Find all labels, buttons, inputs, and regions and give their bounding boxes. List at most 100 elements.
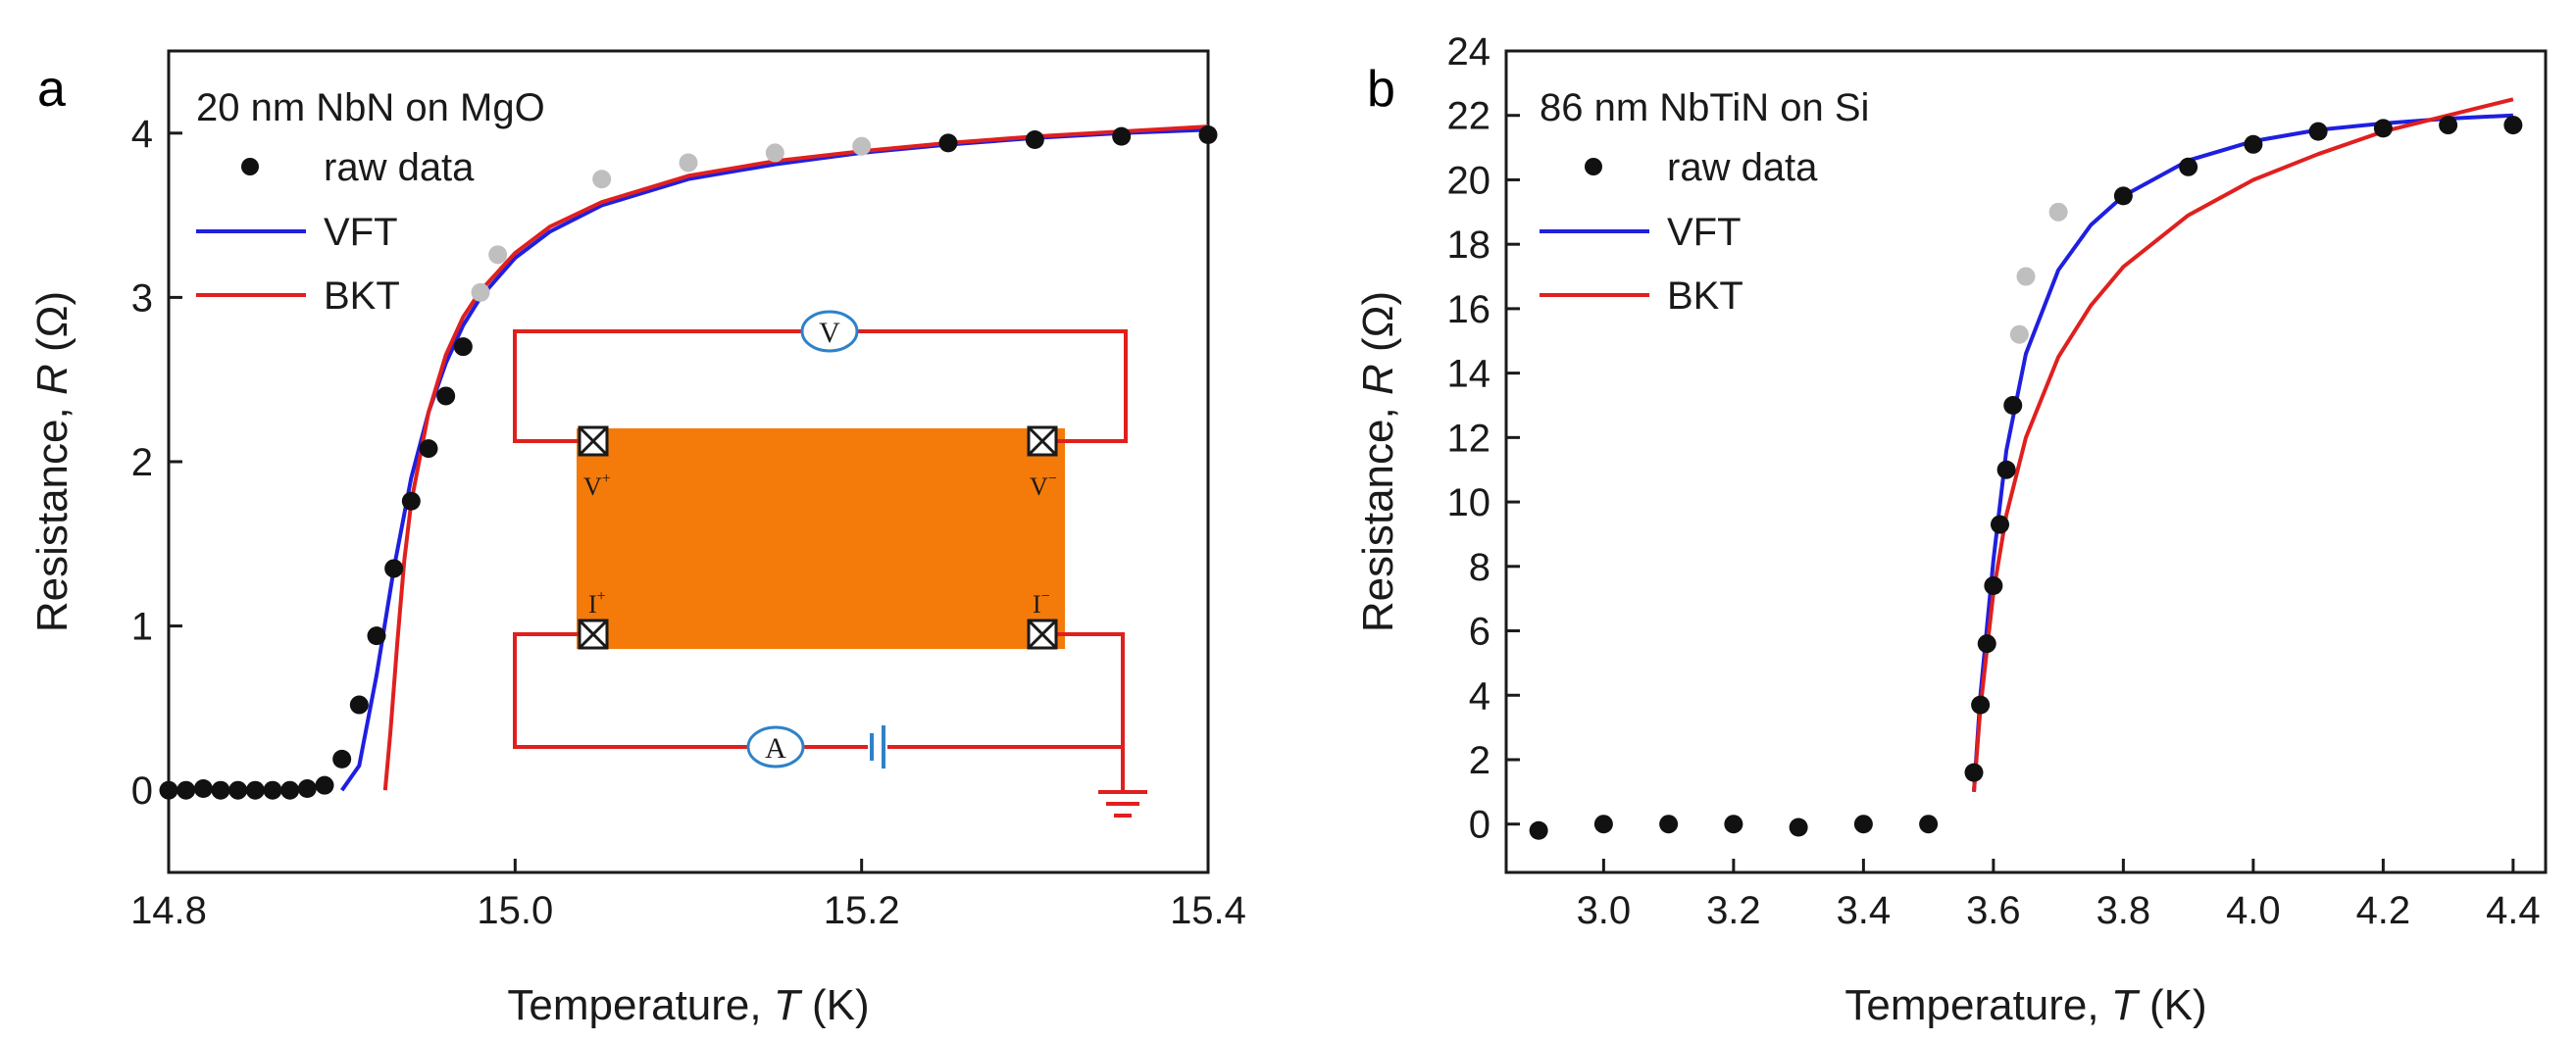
panel-a-legend-title: 20 nm NbN on MgO [196, 86, 545, 129]
contact-pad-icon [578, 425, 609, 457]
raw-data-point [1991, 515, 2009, 534]
panel-b-legend-label-raw: raw data [1667, 146, 1818, 189]
raw-data-point [2113, 186, 2133, 206]
y-tick-label: 0 [131, 769, 153, 813]
excluded-data-point [488, 245, 508, 265]
raw-data-point [2308, 122, 2328, 141]
x-tick-label: 3.0 [1577, 889, 1632, 932]
y-tick-label: 8 [1469, 546, 1490, 589]
raw-data-point [384, 559, 404, 578]
y-tick-label: 4 [131, 113, 153, 156]
current-wire-left [513, 632, 748, 749]
panel-a-legend-marker-raw [241, 158, 259, 175]
raw-data-point [263, 780, 282, 800]
excluded-data-point [2009, 324, 2029, 344]
excluded-data-point [765, 143, 784, 163]
panel-b: b 3.0 3.2 3.4 3.6 3.8 4.0 4.2 4.402468101214161… [1354, 30, 2548, 1029]
x-tick-label: 4.0 [2226, 889, 2281, 932]
raw-data-point [367, 626, 386, 646]
raw-data-point [2373, 119, 2393, 138]
panel-b-legend-label-vft: VFT [1667, 211, 1742, 254]
y-tick-label: 6 [1469, 611, 1490, 654]
y-tick-label: 3 [131, 276, 153, 320]
raw-data-point [159, 780, 178, 800]
raw-data-point [2179, 157, 2198, 176]
raw-data-point [245, 780, 265, 800]
x-tick-label: 14.8 [130, 889, 207, 932]
y-tick-label: 22 [1447, 95, 1491, 138]
voltage-wire-left [513, 329, 802, 443]
contact-pad-icon [578, 619, 609, 650]
panel-b-legend-title: 86 nm NbTiN on Si [1540, 86, 1869, 129]
voltmeter-icon: V [800, 310, 859, 353]
y-tick-label: 14 [1447, 353, 1491, 396]
contact-pads [578, 425, 1058, 650]
raw-data-point [1529, 820, 1548, 840]
raw-data-point [1789, 818, 1808, 837]
panel-a-letter: a [37, 61, 66, 118]
raw-data-point [2503, 116, 2523, 135]
panel-a-y-axis-title: Resistance, R (Ω) [28, 291, 76, 632]
raw-data-point [1659, 815, 1679, 834]
panel-b-legend: 86 nm NbTiN on Si raw data VFT BKT [1540, 86, 1869, 318]
raw-data-point [315, 775, 334, 795]
panel-a-tick-labels: 14.8 15.0 15.2 15.4 0 1 2 3 4 [130, 113, 1246, 932]
raw-data-point [938, 133, 958, 153]
raw-data-point [1996, 460, 2016, 479]
ground-icon [1098, 790, 1147, 818]
raw-data-point [401, 491, 421, 511]
y-tick-label: 1 [131, 606, 153, 649]
raw-data-point [349, 695, 369, 715]
current-wire-right [1042, 632, 1125, 792]
raw-data-point [2244, 134, 2263, 154]
x-tick-label: 3.8 [2096, 889, 2151, 932]
raw-data-point [280, 780, 300, 800]
x-tick-label: 15.4 [1170, 889, 1246, 932]
raw-data-point [1853, 815, 1873, 834]
raw-data-point [228, 780, 248, 800]
y-tick-label: 24 [1447, 30, 1491, 74]
ammeter-label: A [765, 732, 786, 765]
excluded-data-point [2048, 202, 2068, 222]
contact-pad-icon [1027, 425, 1058, 457]
y-tick-label: 18 [1447, 223, 1491, 267]
panel-b-ticks [1506, 49, 2515, 872]
x-tick-label: 3.2 [1706, 889, 1761, 932]
raw-data-point [193, 779, 213, 799]
raw-data-point [1964, 763, 1984, 782]
excluded-data-point [471, 282, 490, 302]
y-tick-label: 16 [1447, 288, 1491, 331]
panel-a: a 14.8 15.0 15.2 15.4 0 1 2 3 4 [28, 49, 1246, 1029]
raw-data-point [1593, 815, 1613, 834]
excluded-data-point [592, 170, 612, 189]
raw-data-point [332, 749, 352, 769]
panel-b-tick-labels: 3.0 3.2 3.4 3.6 3.8 4.0 4.2 4.40246810121416182… [1447, 30, 2541, 932]
panel-a-legend-label-vft: VFT [324, 211, 398, 254]
panel-b-series [1529, 97, 2523, 840]
raw-data-point [453, 337, 473, 357]
contact-pad-icon [1027, 619, 1058, 650]
raw-data-point [436, 386, 456, 406]
y-tick-label: 12 [1447, 417, 1491, 460]
y-tick-label: 4 [1469, 674, 1490, 718]
panel-b-letter: b [1367, 61, 1395, 118]
excluded-data-point [679, 153, 698, 173]
raw-data-point [1984, 576, 2003, 596]
raw-data-point [1112, 126, 1132, 146]
raw-data-point [1977, 634, 1996, 654]
raw-data-point [177, 780, 196, 800]
voltmeter-label: V [819, 317, 840, 349]
raw-data-point [297, 779, 317, 799]
raw-data-point [1724, 815, 1743, 834]
panel-a-legend-label-bkt: BKT [324, 274, 400, 318]
raw-data-point [1025, 130, 1044, 150]
panel-b-y-axis-title: Resistance, R (Ω) [1354, 291, 1402, 632]
y-tick-label: 10 [1447, 481, 1491, 524]
raw-data-point [1198, 124, 1218, 144]
raw-data-point [2439, 116, 2458, 135]
panel-b-legend-label-bkt: BKT [1667, 274, 1743, 318]
raw-data-point [1919, 815, 1939, 834]
pad-label-v-minus: V− [1030, 471, 1057, 501]
excluded-data-point [852, 136, 872, 156]
pad-label-i-plus: I+ [588, 588, 606, 619]
